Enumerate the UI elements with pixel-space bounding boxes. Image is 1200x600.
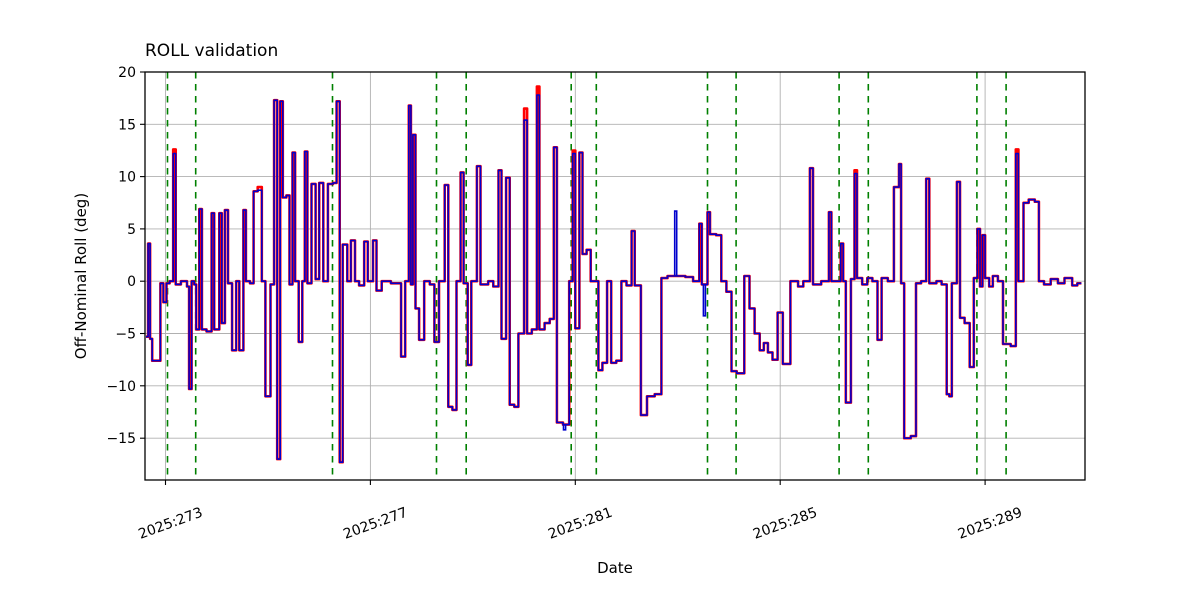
series-blue-path (146, 94, 1082, 463)
x-tick-label: 2025:281 (546, 505, 615, 543)
y-tick-label: −10 (106, 379, 136, 395)
y-ticks: 20 15 10 5 0 −5 −10 −15 (106, 65, 145, 447)
y-tick-label: 10 (118, 170, 136, 186)
x-ticks: 2025:273 2025:277 2025:281 2025:285 2025:289 (136, 480, 1024, 543)
y-tick-label: −5 (115, 327, 136, 343)
series-blue-extra-pulse (673, 210, 678, 276)
y-tick-label: 0 (127, 274, 136, 290)
y-axis-label: Off-Nominal Roll (deg) (72, 193, 90, 359)
series-red (146, 85, 1082, 464)
chart-title: ROLL validation (145, 41, 278, 61)
series-red-path (146, 85, 1082, 464)
y-tick-label: 5 (127, 222, 136, 238)
series-blue-extra-pulse (702, 284, 707, 317)
series-blue (146, 94, 1082, 463)
y-tick-label: −15 (106, 431, 136, 447)
series-blue-extra-pulse (562, 424, 567, 431)
x-tick-label: 2025:277 (341, 505, 410, 543)
x-tick-label: 2025:285 (751, 505, 820, 543)
y-tick-label: 20 (118, 65, 136, 81)
event-vlines (166, 72, 1007, 480)
axes-spines (144, 71, 1086, 481)
x-axis-label: Date (597, 559, 633, 577)
chart-layers: 2025:273 2025:277 2025:281 2025:285 2025:289… (106, 65, 1086, 543)
y-tick-label: 15 (118, 117, 136, 133)
x-tick-label: 2025:289 (956, 505, 1025, 543)
x-tick-label: 2025:273 (136, 505, 205, 543)
grid-lines (145, 71, 1085, 480)
